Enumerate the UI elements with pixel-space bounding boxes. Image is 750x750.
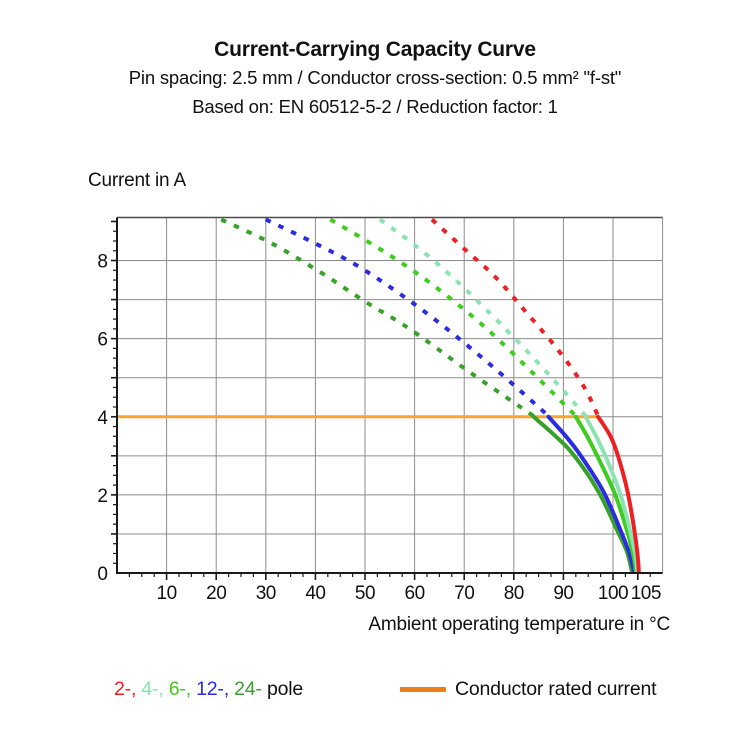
- x-tick-label: 60: [405, 583, 425, 604]
- y-tick-label: 0: [97, 564, 108, 585]
- legend-pole-6: 6-,: [168, 678, 197, 700]
- rated-current-label: Conductor rated current: [455, 678, 657, 700]
- y-tick-label: 4: [97, 408, 108, 429]
- x-tick-label: 100: [598, 583, 628, 604]
- legend-pole-12: 12-,: [196, 678, 235, 700]
- legend-pole-2: 2-,: [114, 678, 142, 700]
- x-tick-label: 20: [206, 583, 226, 604]
- legend-pole-suffix: pole: [261, 678, 304, 700]
- x-axis-title: Ambient operating temperature in °C: [368, 614, 670, 635]
- y-axis-title: Current in A: [88, 170, 186, 191]
- curve-4-pole-derating-dashed: [378, 217, 588, 418]
- curve-6-pole-derating-dashed: [329, 217, 578, 418]
- y-tick-label: 6: [97, 330, 108, 351]
- legend-poles: 2-, 4-, 6-, 12-, 24- pole: [114, 678, 303, 701]
- legend-pole-4: 4-,: [141, 678, 169, 700]
- legend-pole-24: 24-: [234, 678, 262, 700]
- curve-24-pole-derating-dashed: [220, 217, 535, 418]
- x-tick-label: 80: [504, 583, 524, 604]
- curve-12-pole-derating-dashed: [264, 217, 550, 418]
- legend-rated-current: Conductor rated current: [400, 678, 657, 701]
- curve-2-pole-limit-solid: [596, 414, 641, 573]
- x-tick-label: 10: [157, 583, 177, 604]
- x-tick-label: 90: [553, 583, 573, 604]
- curve-24-pole-limit-solid: [531, 414, 634, 573]
- x-tick-label: 30: [256, 583, 276, 604]
- chart-subtitle-spec: Pin spacing: 2.5 mm / Conductor cross-se…: [128, 67, 622, 88]
- curve-12-pole-limit-solid: [546, 414, 636, 573]
- title-block: Current-Carrying Capacity Curve Pin spac…: [0, 36, 750, 121]
- rated-current-line-swatch: [400, 687, 446, 692]
- curve-2-pole-derating-dashed: [430, 218, 600, 417]
- y-tick-label: 8: [97, 252, 108, 273]
- x-tick-label: 50: [355, 583, 375, 604]
- chart-subtitle-basis: Based on: EN 60512-5-2 / Reduction facto…: [192, 95, 558, 117]
- x-tick-label: 70: [454, 583, 474, 604]
- x-tick-label: 105: [631, 583, 661, 604]
- x-tick-label: 40: [305, 583, 325, 604]
- y-tick-label: 2: [97, 486, 108, 507]
- chart-title: Current-Carrying Capacity Curve: [214, 38, 536, 61]
